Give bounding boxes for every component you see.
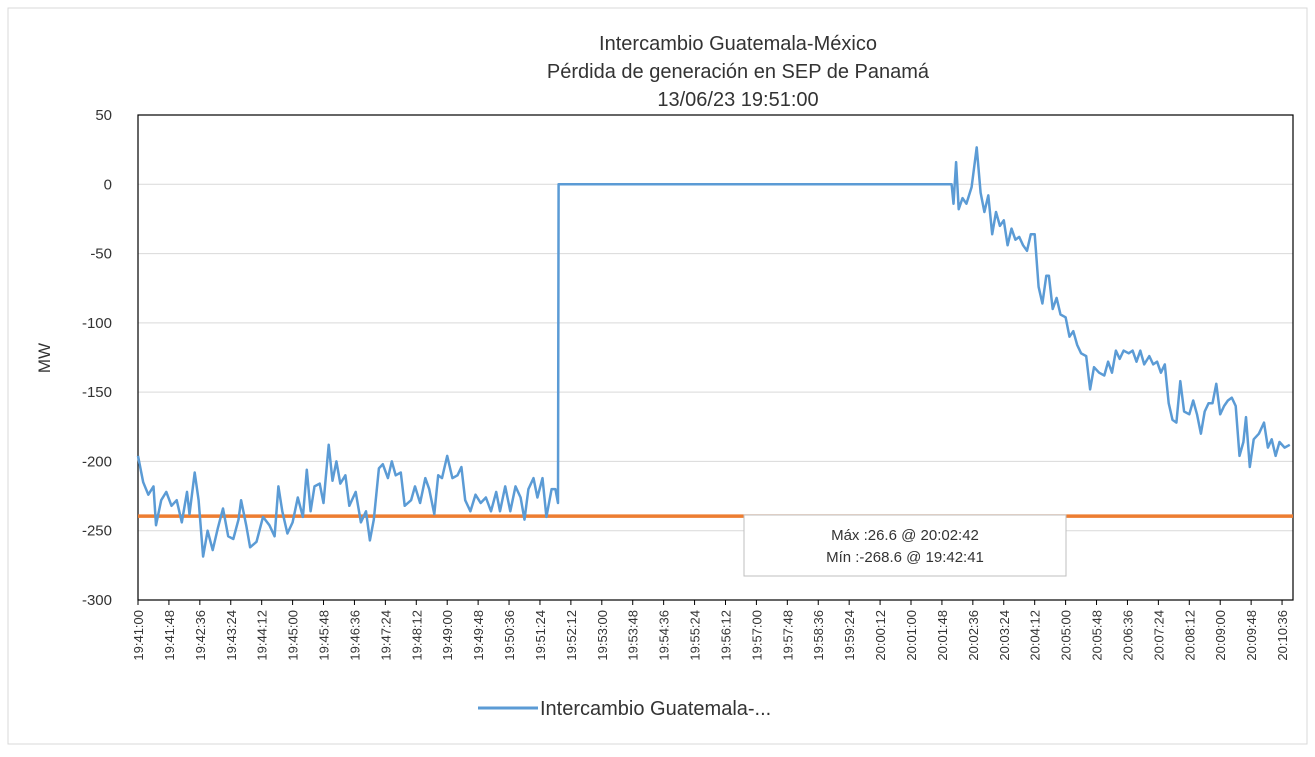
- y-tick-label: -300: [82, 592, 112, 609]
- x-tick-label: 19:46:36: [347, 610, 362, 661]
- annotation-text: Mín :-268.6 @ 19:42:41: [826, 549, 984, 566]
- x-tick-label: 19:52:12: [564, 610, 579, 661]
- x-tick-label: 19:58:36: [811, 610, 826, 661]
- x-tick-label: 20:06:36: [1120, 610, 1135, 661]
- x-tick-label: 19:49:48: [471, 610, 486, 661]
- y-tick-label: -250: [82, 523, 112, 540]
- x-tick-label: 20:10:36: [1275, 610, 1290, 661]
- annotation-box: [743, 514, 1067, 577]
- x-tick-label: 19:53:00: [595, 610, 610, 661]
- annotation-text: Máx :26.6 @ 20:02:42: [831, 527, 979, 544]
- y-axis-label: MW: [35, 343, 54, 373]
- x-tick-label: 19:45:00: [286, 610, 301, 661]
- x-tick-label: 20:07:24: [1151, 610, 1166, 661]
- x-tick-label: 19:41:00: [131, 610, 146, 661]
- x-tick-label: 20:05:00: [1059, 610, 1074, 661]
- x-tick-label: 20:01:48: [935, 610, 950, 661]
- chart-subtitle: Pérdida de generación en SEP de Panamá: [547, 61, 930, 83]
- y-tick-label: -200: [82, 453, 112, 470]
- x-tick-label: 20:08:12: [1182, 610, 1197, 661]
- x-tick-label: 19:57:00: [749, 610, 764, 661]
- x-tick-label: 20:02:36: [966, 610, 981, 661]
- x-tick-label: 20:09:48: [1244, 610, 1259, 661]
- x-tick-label: 20:05:48: [1090, 610, 1105, 661]
- x-tick-label: 19:57:48: [780, 610, 795, 661]
- x-tick-label: 19:49:00: [440, 610, 455, 661]
- data-line: [136, 146, 1291, 558]
- legend-label: Intercambio Guatemala-...: [540, 698, 771, 720]
- y-tick-label: 0: [104, 176, 112, 193]
- x-tick-label: 19:51:24: [533, 610, 548, 661]
- x-tick-label: 19:44:12: [255, 610, 270, 661]
- x-tick-label: 19:42:36: [193, 610, 208, 661]
- chart-frame: [7, 7, 1308, 745]
- x-tick-label: 19:41:48: [162, 610, 177, 661]
- x-tick-label: 19:47:24: [378, 610, 393, 661]
- x-tick-label: 20:04:12: [1028, 610, 1043, 661]
- x-tick-label: 20:09:00: [1213, 610, 1228, 661]
- x-tick-label: 20:03:24: [997, 610, 1012, 661]
- y-tick-label: -50: [90, 246, 112, 263]
- x-tick-label: 19:53:48: [626, 610, 641, 661]
- x-tick-label: 19:54:36: [657, 610, 672, 661]
- y-tick-label: 50: [95, 107, 112, 124]
- x-tick-label: 19:45:48: [317, 610, 332, 661]
- x-tick-label: 19:48:12: [409, 610, 424, 661]
- x-tick-label: 19:56:12: [718, 610, 733, 661]
- x-tick-label: 20:01:00: [904, 610, 919, 661]
- x-tick-label: 19:55:24: [688, 610, 703, 661]
- y-tick-label: -100: [82, 315, 112, 332]
- plot-frame: [137, 114, 1294, 601]
- y-tick-label: -150: [82, 384, 112, 401]
- x-tick-label: 19:50:36: [502, 610, 517, 661]
- x-tick-label: 19:59:24: [842, 610, 857, 661]
- x-tick-label: 20:00:12: [873, 610, 888, 661]
- chart-title: Intercambio Guatemala-México: [599, 33, 877, 55]
- chart-subtitle: 13/06/23 19:51:00: [657, 89, 818, 111]
- x-tick-label: 19:43:24: [224, 610, 239, 661]
